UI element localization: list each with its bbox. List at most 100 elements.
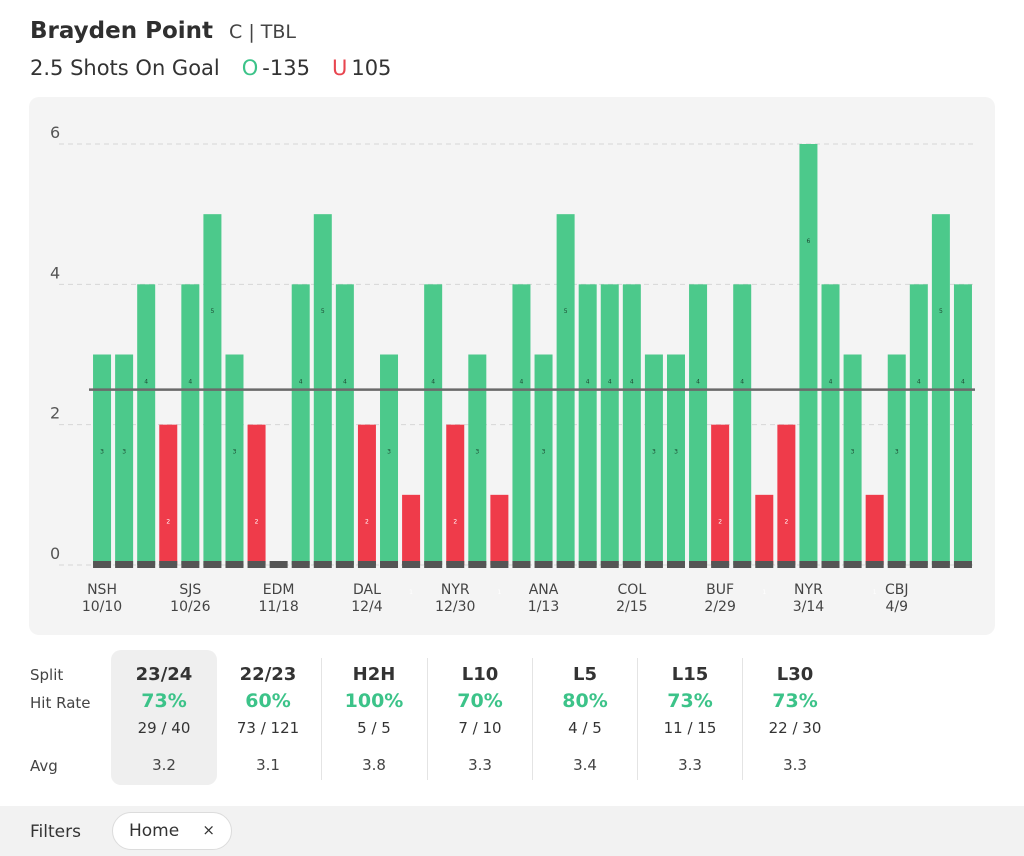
split-column[interactable]: L10 70% 7 / 10 3.3 bbox=[427, 650, 533, 785]
split-column[interactable]: H2H 100% 5 / 5 3.8 bbox=[321, 650, 427, 785]
bar-base bbox=[159, 561, 178, 568]
bar-base bbox=[181, 561, 200, 568]
market-line: 2.5 Shots On Goal bbox=[30, 56, 220, 80]
y-tick-label: 6 bbox=[50, 123, 60, 142]
bar-value-label: 3 bbox=[100, 449, 104, 456]
bar-value-label: 3 bbox=[652, 449, 656, 456]
bar-base bbox=[689, 561, 708, 568]
bar-value-label: 2 bbox=[718, 519, 722, 526]
over-label: O bbox=[241, 56, 259, 80]
game-bar bbox=[181, 284, 200, 565]
game-bar bbox=[755, 494, 774, 565]
filter-chip-home[interactable]: Home × bbox=[112, 812, 232, 850]
x-date-label: 2/29 bbox=[704, 599, 735, 615]
game-bar bbox=[689, 284, 708, 565]
x-team-label: EDM bbox=[263, 582, 295, 598]
bar-base bbox=[799, 561, 818, 568]
bar-value-label: 1 bbox=[409, 589, 413, 596]
filters-bar: Filters Home × bbox=[0, 806, 1024, 856]
split-row-label: Split bbox=[30, 666, 64, 684]
game-bar bbox=[512, 284, 531, 565]
bar-base bbox=[666, 561, 685, 568]
under-label: U bbox=[331, 56, 348, 80]
bar-value-label: 4 bbox=[343, 378, 347, 385]
split-column[interactable]: 22/23 60% 73 / 121 3.1 bbox=[215, 650, 321, 785]
bar-base bbox=[446, 561, 465, 568]
avg-value: 3.1 bbox=[256, 756, 280, 774]
bar-base bbox=[313, 561, 332, 568]
hit-count-value: 5 / 5 bbox=[357, 719, 391, 737]
game-bar bbox=[115, 354, 134, 565]
game-bar bbox=[711, 424, 730, 565]
x-team-label: DAL bbox=[353, 582, 381, 598]
x-date-label: 4/9 bbox=[885, 599, 908, 615]
game-bar bbox=[622, 284, 641, 565]
split-name: L5 bbox=[573, 664, 597, 685]
bar-value-label: 3 bbox=[895, 449, 899, 456]
avg-row-label: Avg bbox=[30, 757, 58, 775]
bar-value-label: 2 bbox=[365, 519, 369, 526]
hit-rate-value: 60% bbox=[245, 690, 291, 712]
y-tick-label: 4 bbox=[50, 263, 60, 282]
bar-value-label: 4 bbox=[144, 378, 148, 385]
bar-value-label: 4 bbox=[431, 378, 435, 385]
split-column[interactable]: 23/24 73% 29 / 40 3.2 bbox=[111, 650, 217, 785]
player-position-team: C | TBL bbox=[229, 21, 297, 43]
bar-base bbox=[490, 561, 509, 568]
split-name: L10 bbox=[461, 664, 499, 685]
game-bar bbox=[357, 424, 376, 565]
bar-base bbox=[247, 561, 266, 568]
game-bar bbox=[733, 284, 752, 565]
hit-count-value: 11 / 15 bbox=[663, 719, 717, 737]
y-tick-label: 0 bbox=[50, 544, 60, 563]
game-bar bbox=[578, 284, 597, 565]
close-icon[interactable]: × bbox=[202, 821, 215, 839]
bar-value-label: 3 bbox=[233, 449, 237, 456]
x-date-label: 1/13 bbox=[528, 599, 559, 615]
game-bar bbox=[666, 354, 685, 565]
x-team-label: CBJ bbox=[885, 582, 909, 598]
game-bar bbox=[225, 354, 244, 565]
bar-value-label: 6 bbox=[807, 238, 811, 245]
bar-value-label: 5 bbox=[321, 308, 325, 315]
hit-count-value: 7 / 10 bbox=[458, 719, 502, 737]
bar-base bbox=[865, 561, 884, 568]
over-odds[interactable]: -135 bbox=[262, 56, 310, 80]
bar-value-label: 4 bbox=[696, 378, 700, 385]
game-bar bbox=[380, 354, 399, 565]
hit-count-value: 73 / 121 bbox=[236, 719, 300, 737]
bar-value-label: 4 bbox=[630, 378, 634, 385]
bar-base bbox=[843, 561, 862, 568]
x-team-label: COL bbox=[618, 582, 647, 598]
column-divider bbox=[321, 658, 322, 780]
bar-base bbox=[512, 561, 531, 568]
under-odds[interactable]: 105 bbox=[351, 56, 392, 80]
bar-value-label: 4 bbox=[299, 378, 303, 385]
split-column[interactable]: L30 73% 22 / 30 3.3 bbox=[742, 650, 848, 785]
split-name: H2H bbox=[352, 664, 396, 685]
bar-base bbox=[225, 561, 244, 568]
bar-value-label: 1 bbox=[762, 589, 766, 596]
x-team-label: ANA bbox=[529, 582, 559, 598]
bar-base bbox=[600, 561, 619, 568]
bar-base bbox=[269, 561, 288, 568]
x-date-label: 12/4 bbox=[351, 599, 383, 615]
bar-base bbox=[887, 561, 906, 568]
split-stats-table: Split Hit Rate Avg 23/24 73% 29 / 40 3.2 22/… bbox=[0, 650, 1024, 790]
bar-base bbox=[115, 561, 134, 568]
split-column[interactable]: L5 80% 4 / 5 3.4 bbox=[532, 650, 638, 785]
game-bar bbox=[887, 354, 906, 565]
x-team-label: NYR bbox=[441, 582, 470, 598]
x-team-label: SJS bbox=[179, 582, 201, 598]
hit-rate-value: 73% bbox=[772, 690, 818, 712]
bar-base bbox=[755, 561, 774, 568]
hit-rate-value: 100% bbox=[344, 690, 404, 712]
y-tick-label: 2 bbox=[50, 404, 60, 423]
bar-base bbox=[291, 561, 310, 568]
bar-value-label: 2 bbox=[255, 519, 259, 526]
bar-base bbox=[777, 561, 796, 568]
x-team-label: BUF bbox=[706, 582, 734, 598]
game-bar bbox=[291, 284, 310, 565]
game-bar bbox=[600, 284, 619, 565]
split-column[interactable]: L15 73% 11 / 15 3.3 bbox=[637, 650, 743, 785]
